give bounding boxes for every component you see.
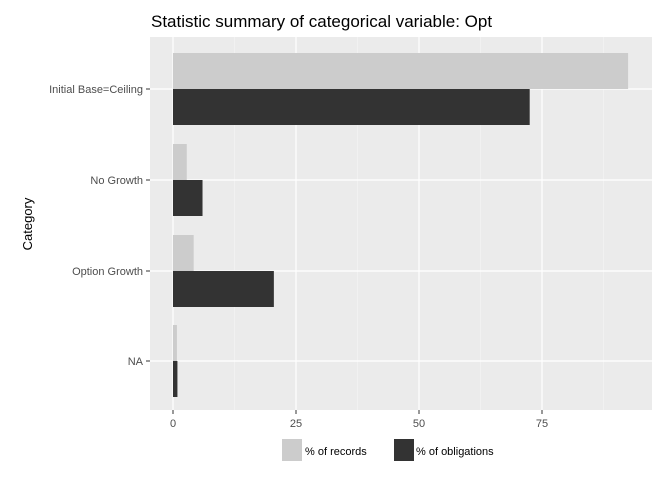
x-tick-label: 50: [413, 418, 425, 430]
legend-swatch: [394, 439, 414, 461]
legend-swatch: [282, 439, 302, 461]
y-tick-label: Option Growth: [72, 266, 143, 278]
bar-obligations: [173, 361, 178, 397]
bar-records: [173, 325, 177, 361]
bar-obligations: [173, 180, 203, 216]
bar-records: [173, 144, 187, 180]
chart-title: Statistic summary of categorical variabl…: [151, 12, 492, 31]
legend-label: % of obligations: [416, 446, 494, 458]
y-axis: Initial Base=Ceiling No Growth Option Grow…: [49, 84, 150, 368]
bar-obligations: [173, 89, 530, 125]
y-axis-title: Category: [20, 197, 35, 250]
y-tick-label: Initial Base=Ceiling: [49, 84, 143, 96]
legend: % of records % of obligations: [282, 439, 494, 461]
bar-records: [173, 53, 629, 89]
y-tick-label: NA: [128, 356, 144, 368]
y-tick-label: No Growth: [90, 175, 143, 187]
legend-label: % of records: [305, 446, 367, 458]
bar-records: [173, 235, 194, 271]
x-axis: 0 25 50 75: [170, 410, 548, 430]
x-tick-label: 0: [170, 418, 176, 430]
bar-obligations: [173, 271, 274, 307]
x-tick-label: 75: [536, 418, 548, 430]
bars: [173, 53, 629, 397]
x-tick-label: 25: [290, 418, 302, 430]
